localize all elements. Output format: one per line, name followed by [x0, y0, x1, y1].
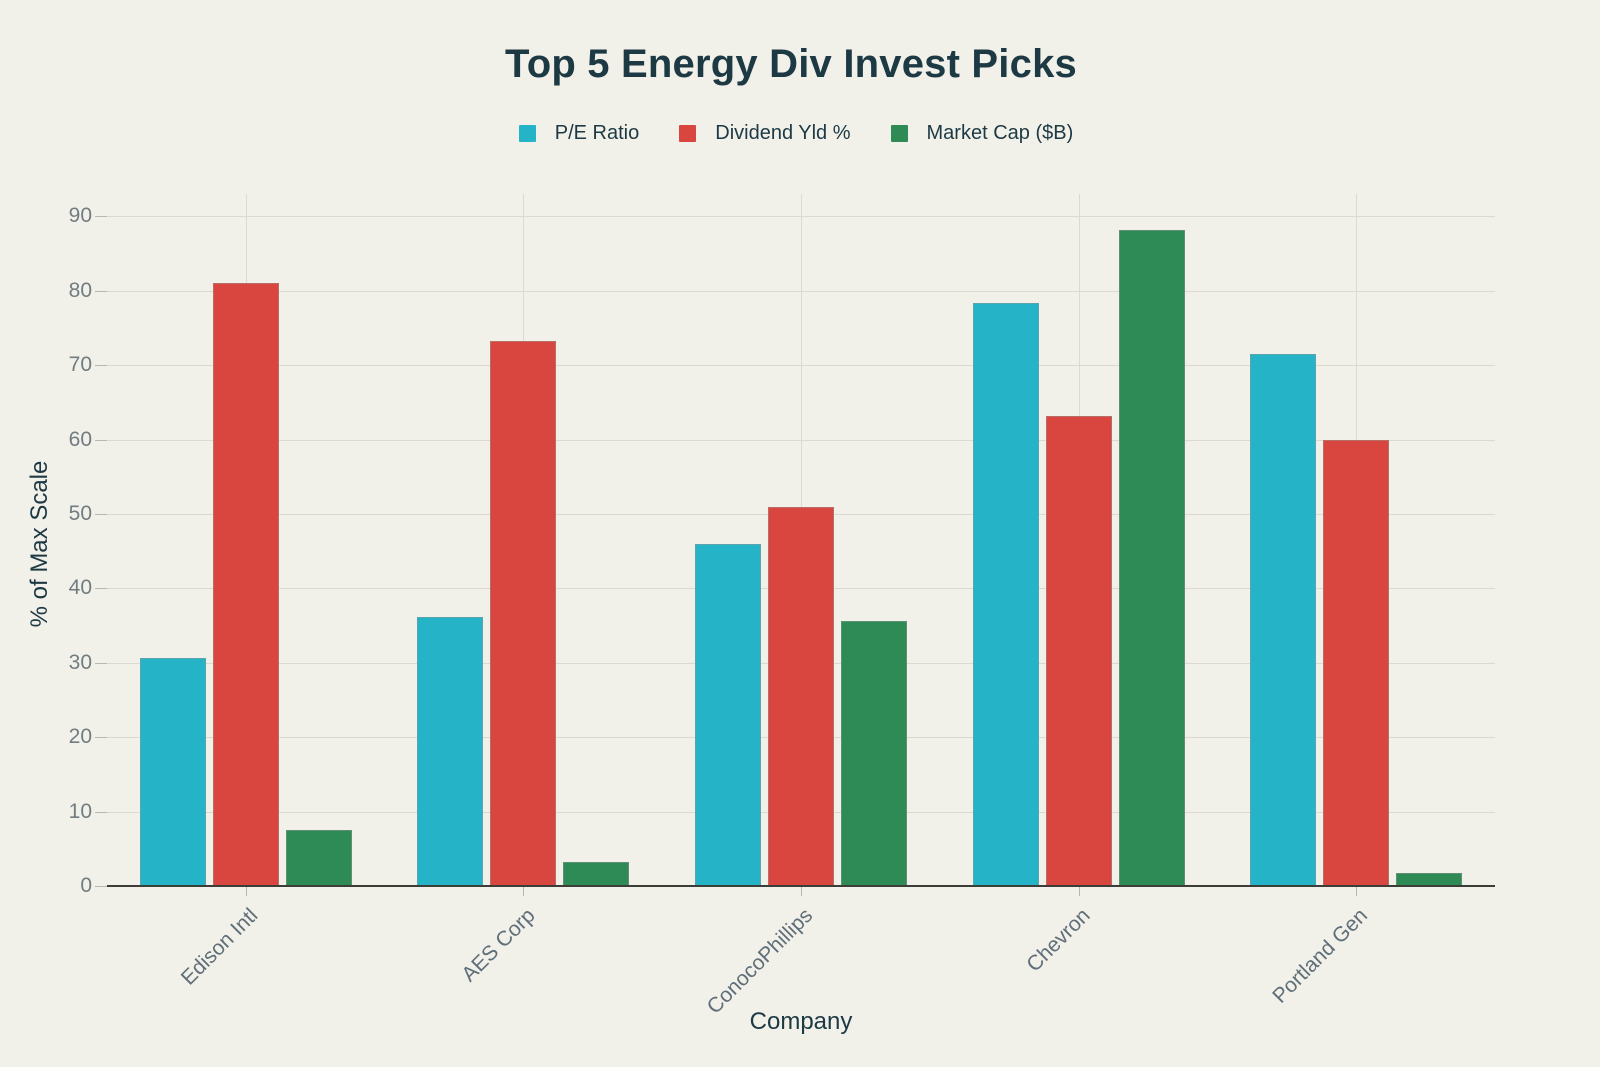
y-tick-mark-30 — [95, 662, 107, 664]
y-tick-mark-40 — [95, 588, 107, 590]
y-tick-label: 70 — [68, 353, 92, 377]
p-e-ratio-bar-aes-corp[interactable] — [417, 617, 484, 886]
y-tick-mark-80 — [95, 290, 107, 292]
x-tick-mark-edison-intl — [245, 886, 247, 896]
x-tick-label-aes-corp: AES Corp — [457, 904, 540, 987]
dividend-yld-bar-conocophillips[interactable] — [768, 507, 834, 886]
market-cap-b-bar-portland-gen[interactable] — [1396, 872, 1463, 886]
x-axis-title: Company — [749, 1008, 853, 1035]
y-tick-mark-70 — [95, 365, 107, 367]
plot-area: 0 10 20 30 40 50 60 70 80 90 Edison Intl AES Corp Co… — [69, 194, 1495, 1018]
x-tick-label-chevron: Chevron — [1022, 904, 1095, 977]
dividend-yld-bar-portland-gen[interactable] — [1323, 439, 1390, 886]
y-tick-label: 30 — [68, 650, 92, 674]
legend-swatch-dividend-yld-icon — [679, 125, 697, 142]
legend-item-dividend-yld[interactable]: Dividend Yld % — [679, 122, 851, 145]
x-tick-label-portland-gen: Portland Gen — [1268, 904, 1373, 1008]
market-cap-b-bar-edison-intl[interactable] — [285, 830, 352, 886]
y-tick-mark-60 — [95, 439, 107, 441]
dividend-yld-bar-chevron[interactable] — [1045, 415, 1112, 886]
y-axis-title: % of Max Scale — [26, 460, 53, 628]
y-tick-label: 60 — [68, 427, 92, 451]
y-tick-mark-10 — [95, 811, 107, 813]
y-tick-label: 20 — [68, 725, 92, 749]
chart-title: Top 5 Energy Div Invest Picks — [505, 42, 1077, 86]
x-tick-mark-conocophillips — [801, 886, 802, 896]
y-tick-mark-50 — [95, 513, 107, 515]
legend-item-market-cap[interactable]: Market Cap ($B) — [890, 122, 1074, 145]
y-tick-mark-0 — [95, 886, 107, 887]
p-e-ratio-bar-portland-gen[interactable] — [1250, 353, 1317, 886]
y-tick-label: 0 — [80, 874, 92, 897]
x-tick-label-conocophillips: ConocoPhillips — [702, 904, 818, 1019]
dividend-yld-bar-aes-corp[interactable] — [490, 340, 557, 886]
x-axis-line — [107, 885, 1495, 887]
y-tick-label: 10 — [68, 799, 92, 823]
p-e-ratio-bar-conocophillips[interactable] — [695, 544, 761, 886]
x-tick-mark-portland-gen — [1356, 886, 1358, 896]
market-cap-b-bar-chevron[interactable] — [1118, 230, 1185, 886]
p-e-ratio-bar-chevron[interactable] — [972, 302, 1039, 886]
y-tick-label: 50 — [68, 501, 92, 525]
legend-label-market-cap: Market Cap ($B) — [926, 122, 1074, 144]
legend-swatch-pe-ratio-icon — [518, 125, 536, 142]
y-tick-label: 40 — [68, 576, 92, 600]
market-cap-b-bar-aes-corp[interactable] — [563, 862, 630, 886]
y-tick-label: 90 — [68, 204, 92, 228]
y-tick-label: 80 — [68, 278, 92, 302]
dividend-yld-bar-edison-intl[interactable] — [212, 283, 279, 886]
legend: P/E Ratio Dividend Yld % Market Cap ($B) — [0, 122, 1592, 145]
legend-label-dividend-yld: Dividend Yld % — [715, 122, 851, 144]
y-tick-mark-20 — [95, 737, 107, 739]
x-tick-label-edison-intl: Edison Intl — [176, 904, 263, 990]
legend-item-pe-ratio[interactable]: P/E Ratio — [518, 122, 640, 145]
y-tick-mark-90 — [95, 216, 107, 218]
legend-label-pe-ratio: P/E Ratio — [554, 122, 640, 144]
market-cap-b-bar-conocophillips[interactable] — [841, 621, 907, 886]
x-tick-mark-aes-corp — [523, 886, 525, 896]
legend-swatch-market-cap-icon — [890, 125, 908, 142]
x-tick-mark-chevron — [1078, 886, 1080, 896]
p-e-ratio-bar-edison-intl[interactable] — [139, 657, 206, 886]
